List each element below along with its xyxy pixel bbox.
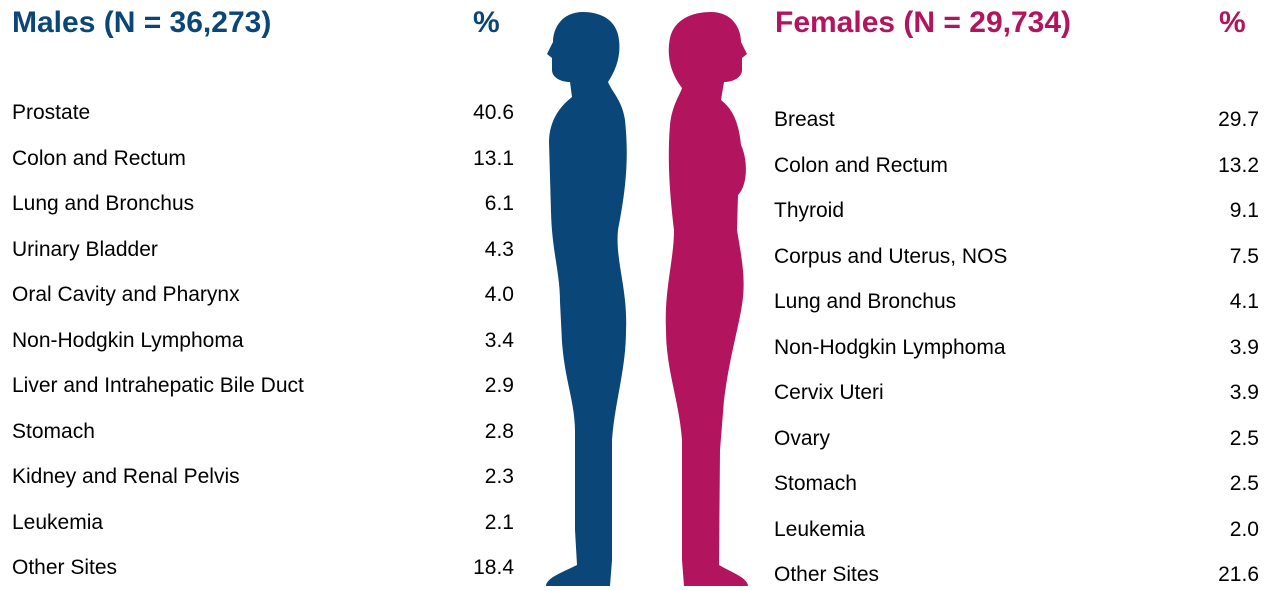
male-silhouette	[546, 12, 627, 586]
site-percent: 29.7	[1179, 106, 1259, 134]
site-percent: 2.8	[434, 418, 514, 446]
site-percent: 2.3	[434, 463, 514, 491]
site-name: Leukemia	[774, 516, 865, 544]
site-percent: 4.0	[434, 281, 514, 309]
site-name: Ovary	[774, 425, 830, 453]
site-percent: 9.1	[1179, 197, 1259, 225]
females-title: Females (N = 29,734)	[775, 6, 1071, 40]
males-pct-header: %	[473, 6, 500, 40]
site-name: Stomach	[774, 470, 857, 498]
site-percent: 2.9	[434, 372, 514, 400]
site-percent: 2.5	[1179, 425, 1259, 453]
site-percent: 21.6	[1179, 561, 1259, 589]
site-percent: 7.5	[1179, 243, 1259, 271]
site-name: Non-Hodgkin Lymphoma	[774, 334, 1006, 362]
site-name: Urinary Bladder	[12, 236, 158, 264]
site-percent: 2.1	[434, 509, 514, 537]
site-name: Non-Hodgkin Lymphoma	[12, 327, 244, 355]
site-percent: 3.4	[434, 327, 514, 355]
site-name: Colon and Rectum	[774, 152, 948, 180]
site-name: Lung and Bronchus	[774, 288, 956, 316]
site-percent: 13.1	[434, 145, 514, 173]
site-percent: 6.1	[434, 190, 514, 218]
site-name: Prostate	[12, 99, 90, 127]
site-percent: 3.9	[1179, 379, 1259, 407]
site-name: Kidney and Renal Pelvis	[12, 463, 240, 491]
site-percent: 3.9	[1179, 334, 1259, 362]
site-name: Breast	[774, 106, 835, 134]
site-percent: 2.0	[1179, 516, 1259, 544]
site-name: Liver and Intrahepatic Bile Duct	[12, 372, 304, 400]
site-name: Oral Cavity and Pharynx	[12, 281, 240, 309]
site-name: Other Sites	[12, 554, 117, 582]
males-title: Males (N = 36,273)	[12, 6, 271, 40]
infographic: Males (N = 36,273) % Females (N = 29,734…	[0, 0, 1270, 591]
site-name: Corpus and Uterus, NOS	[774, 243, 1007, 271]
site-percent: 4.1	[1179, 288, 1259, 316]
site-percent: 40.6	[434, 99, 514, 127]
site-name: Cervix Uteri	[774, 379, 884, 407]
site-name: Other Sites	[774, 561, 879, 589]
site-name: Thyroid	[774, 197, 844, 225]
site-name: Lung and Bronchus	[12, 190, 194, 218]
female-silhouette	[666, 12, 748, 586]
site-name: Leukemia	[12, 509, 103, 537]
site-name: Stomach	[12, 418, 95, 446]
site-percent: 2.5	[1179, 470, 1259, 498]
females-pct-header: %	[1219, 6, 1246, 40]
site-percent: 18.4	[434, 554, 514, 582]
site-percent: 13.2	[1179, 152, 1259, 180]
site-name: Colon and Rectum	[12, 145, 186, 173]
site-percent: 4.3	[434, 236, 514, 264]
